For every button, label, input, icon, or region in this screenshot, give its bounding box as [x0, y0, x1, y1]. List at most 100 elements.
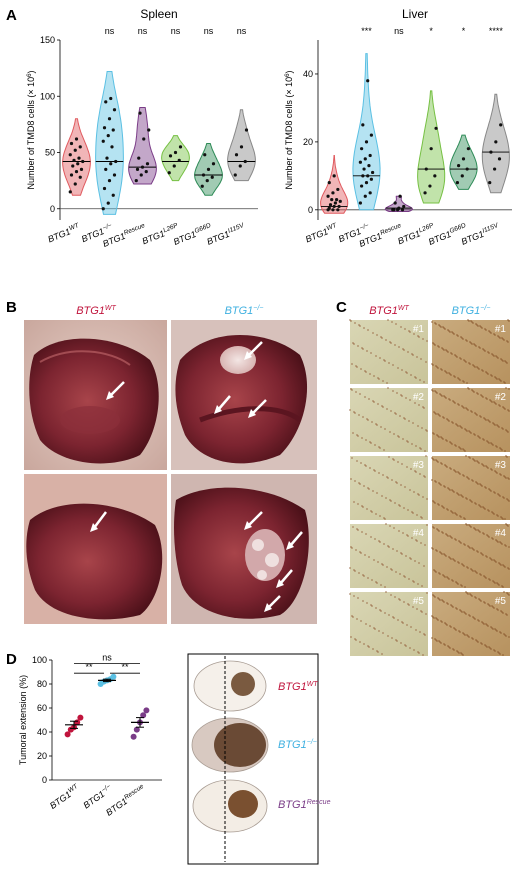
data-point: [360, 147, 364, 151]
violin-shape: [481, 93, 510, 194]
micrograph-ko: #1: [431, 319, 510, 384]
data-point: [200, 184, 204, 188]
significance-label: ns: [105, 26, 115, 36]
data-point: [111, 128, 115, 132]
data-point: [73, 182, 77, 186]
data-point: [111, 193, 115, 197]
liver-photos-panel: BTG1WT BTG1−/−: [24, 305, 317, 624]
data-point: [133, 726, 140, 733]
y-tick-label: 100: [40, 91, 55, 101]
photo-wt-2: [24, 474, 167, 624]
arrow-icon: [289, 531, 303, 547]
micrograph-wt: #3: [350, 455, 428, 520]
significance-label: ns: [204, 26, 214, 36]
data-point: [205, 179, 209, 183]
data-point: [326, 194, 330, 198]
data-point: [64, 731, 71, 738]
data-point: [333, 201, 337, 205]
significance-label: **: [85, 662, 93, 672]
arrow-icon: [279, 569, 293, 585]
data-point: [140, 165, 145, 169]
data-point: [332, 174, 336, 178]
micrograph-ko: #2: [431, 387, 510, 452]
data-point: [493, 167, 497, 171]
significance-label: *: [429, 26, 433, 36]
y-tick-label: 100: [32, 655, 47, 665]
data-point: [327, 181, 331, 185]
data-point: [433, 174, 437, 178]
data-point: [107, 179, 112, 183]
data-point: [81, 159, 85, 164]
data-point: [338, 199, 342, 203]
photo-col-label-ko: BTG1−/−: [225, 305, 264, 317]
data-point: [114, 159, 118, 164]
data-point: [327, 206, 331, 210]
data-point: [203, 153, 207, 157]
data-point: [72, 158, 76, 162]
data-point: [104, 100, 108, 104]
panel-letter-b: B: [6, 299, 17, 316]
data-point: [109, 162, 113, 166]
significance-label: ns: [102, 653, 112, 663]
data-point: [402, 204, 406, 209]
tissue-sections-panel: BTG1WT BTG1−/− BTG1Rescue: [187, 653, 331, 865]
data-point: [369, 133, 373, 137]
data-point: [143, 707, 150, 714]
data-point: [105, 156, 109, 160]
data-point: [139, 173, 143, 177]
violin-shape: [128, 107, 157, 185]
data-point: [74, 137, 79, 141]
data-point: [239, 145, 244, 149]
photo-wt-1: [24, 320, 167, 470]
photo-ko-1: [171, 320, 317, 470]
significance-label: ****: [489, 26, 504, 36]
data-point: [457, 164, 461, 168]
y-tick-label: 0: [42, 775, 47, 785]
sample-number: #2: [495, 392, 507, 403]
data-point: [172, 164, 176, 168]
data-point: [102, 186, 107, 191]
micrograph-wt: #2: [349, 387, 428, 452]
x-tick-label: BTG1I115V: [460, 222, 502, 247]
arrow-icon: [247, 341, 263, 357]
y-tick-label: 80: [37, 679, 47, 689]
data-point: [358, 160, 362, 164]
micrograph-ko: #5: [431, 591, 510, 656]
y-axis-label: Number of TMD8 cells (× 106): [26, 71, 36, 190]
data-point: [328, 203, 333, 207]
photo-col-label-wt: BTG1WT: [76, 305, 116, 317]
y-tick-label: 0: [50, 204, 55, 214]
x-tick-label: BTG1WT: [48, 782, 82, 810]
section-label: BTG1WT: [278, 681, 318, 693]
section-rescue: [192, 779, 268, 833]
data-point: [134, 179, 138, 183]
y-tick-label: 40: [37, 727, 47, 737]
panel-letter-c: C: [336, 299, 347, 316]
data-point: [330, 198, 334, 202]
sample-number: #1: [413, 324, 425, 335]
data-point: [112, 173, 117, 177]
photo-ko-2: [171, 474, 317, 624]
data-point: [362, 167, 366, 171]
data-point: [336, 208, 340, 212]
sample-number: #1: [495, 324, 507, 335]
data-point: [428, 184, 432, 188]
section-label: BTG1−/−: [278, 739, 317, 751]
data-point: [366, 174, 370, 178]
violin-shape: [161, 135, 190, 182]
data-point: [337, 204, 341, 209]
significance-label: ns: [394, 26, 404, 36]
data-point: [110, 145, 114, 149]
violin-shape: [62, 118, 91, 196]
arrow-icon: [267, 595, 281, 609]
data-point: [234, 153, 239, 157]
arrow-icon: [247, 511, 263, 527]
liver-violin-chart: Liver 0 20 40 Number of TMD8 cells (× 106) BT…: [284, 7, 512, 249]
section-label: BTG1Rescue: [278, 799, 331, 811]
micrograph-ko: #4: [431, 523, 510, 588]
significance-label: ns: [171, 26, 181, 36]
data-point: [147, 128, 151, 132]
chart-title: Spleen: [140, 7, 177, 21]
y-tick-label: 20: [303, 137, 313, 147]
